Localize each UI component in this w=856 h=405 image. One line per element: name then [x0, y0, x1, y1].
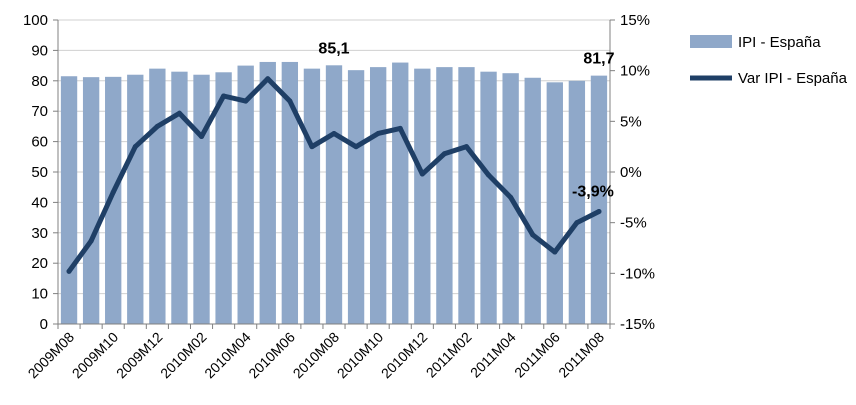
x-tick-label: 2010M06 [245, 329, 298, 382]
line-point-2010M02 [199, 134, 205, 140]
bar-2011M03 [480, 71, 497, 325]
bar-2009M10 [105, 76, 122, 324]
x-tick-label: 2010M10 [334, 329, 387, 382]
x-tick-label: 2011M04 [467, 329, 519, 381]
line-point-2011M02 [463, 144, 469, 150]
right-tick-label: -15% [620, 316, 655, 333]
bar-2010M08 [325, 65, 343, 325]
left-tick-label: 30 [31, 225, 48, 242]
line-point-2010M12 [419, 171, 425, 177]
x-tick-label: 2010M02 [157, 329, 210, 382]
line-point-2009M11 [132, 144, 138, 150]
bar-2011M08 [590, 75, 608, 324]
right-tick-label: 15% [620, 12, 650, 29]
left-tick-label: 20 [31, 255, 48, 272]
bar-2010M04 [237, 65, 254, 324]
x-tick-label: 2009M08 [25, 329, 78, 382]
left-tick-label: 0 [40, 316, 48, 333]
x-tick-label: 2009M12 [113, 329, 166, 382]
bar-2011M07 [568, 80, 586, 324]
line-point-2010M10 [375, 130, 381, 136]
x-tick-label: 2010M12 [378, 329, 431, 382]
x-tick-label: 2010M04 [201, 329, 254, 382]
line-point-2010M05 [265, 76, 271, 82]
line-point-2010M07 [309, 144, 315, 150]
data-label: -3,9% [572, 184, 614, 201]
bar-series [60, 61, 608, 325]
bar-2011M02 [458, 67, 475, 325]
bar-2010M10 [369, 67, 387, 325]
bar-2010M06 [281, 61, 299, 324]
line-point-2010M01 [176, 110, 182, 116]
left-tick-label: 40 [31, 194, 48, 211]
bar-2010M12 [414, 68, 431, 324]
line-point-2010M03 [221, 93, 227, 99]
bar-2011M05 [524, 77, 541, 324]
bar-2010M01 [171, 71, 188, 325]
line-point-2011M03 [486, 172, 492, 178]
line-point-2011M05 [530, 232, 536, 238]
bar-2010M05 [259, 61, 276, 324]
x-tick-label: 2011M06 [511, 329, 563, 381]
line-point-2010M11 [397, 125, 403, 131]
line-point-2009M09 [88, 238, 94, 244]
line-point-2009M12 [154, 123, 160, 129]
line-point-2009M08 [66, 268, 72, 274]
line-point-2010M08 [331, 130, 337, 136]
bar-2010M03 [215, 72, 232, 324]
line-point-2011M01 [441, 151, 447, 157]
line-point-2011M07 [574, 220, 580, 226]
line-point-2009M10 [110, 189, 116, 195]
right-axis-ticks: -15% -10% -5% 0% 5% 10% 15% [610, 12, 655, 333]
left-tick-label: 60 [31, 134, 48, 151]
bar-2009M11 [127, 74, 144, 324]
bar-2009M09 [82, 77, 100, 325]
legend-swatch-ipi [690, 35, 732, 48]
line-point-2011M04 [508, 194, 514, 200]
left-axis-ticks: 0 10 20 30 40 50 60 70 80 90 100 [23, 12, 58, 333]
x-tick-label: 2011M08 [555, 329, 607, 381]
right-tick-label: -10% [620, 265, 655, 282]
bar-2010M11 [392, 62, 409, 325]
bar-2011M01 [436, 67, 453, 325]
legend-label-ipi: IPI - España [738, 34, 821, 51]
right-tick-label: 10% [620, 63, 650, 80]
data-labels: 85,1 81,7 -3,9% [318, 40, 614, 200]
bar-2010M07 [303, 68, 321, 324]
bar-2009M12 [149, 68, 166, 324]
line-point-2010M06 [287, 98, 293, 104]
bar-2010M09 [347, 70, 365, 324]
right-tick-label: -5% [620, 215, 647, 232]
data-label: 81,7 [583, 51, 614, 68]
x-axis-ticks: 2009M082009M102009M122010M022010M042010M… [25, 324, 611, 382]
x-tick-label: 2009M10 [69, 329, 122, 382]
right-tick-label: 5% [620, 113, 642, 130]
left-tick-label: 50 [31, 164, 48, 181]
x-tick-label: 2011M02 [423, 329, 475, 381]
line-point-2010M04 [243, 98, 249, 104]
bar-2011M06 [546, 82, 563, 324]
left-tick-label: 10 [31, 286, 48, 303]
legend-label-var: Var IPI - España [738, 70, 848, 87]
right-tick-label: 0% [620, 164, 642, 181]
line-series [66, 76, 602, 274]
left-tick-label: 80 [31, 73, 48, 90]
x-tick-label: 2010M08 [290, 329, 343, 382]
left-tick-label: 100 [23, 12, 48, 29]
left-tick-label: 90 [31, 42, 48, 59]
data-label: 85,1 [318, 40, 349, 57]
bar-2010M02 [193, 74, 210, 324]
line-point-2011M08 [596, 209, 602, 215]
legend: IPI - España Var IPI - España [690, 34, 848, 87]
line-point-2011M06 [552, 249, 558, 255]
left-tick-label: 70 [31, 103, 48, 120]
line-point-2010M09 [353, 144, 359, 150]
bar-2009M08 [60, 76, 78, 325]
